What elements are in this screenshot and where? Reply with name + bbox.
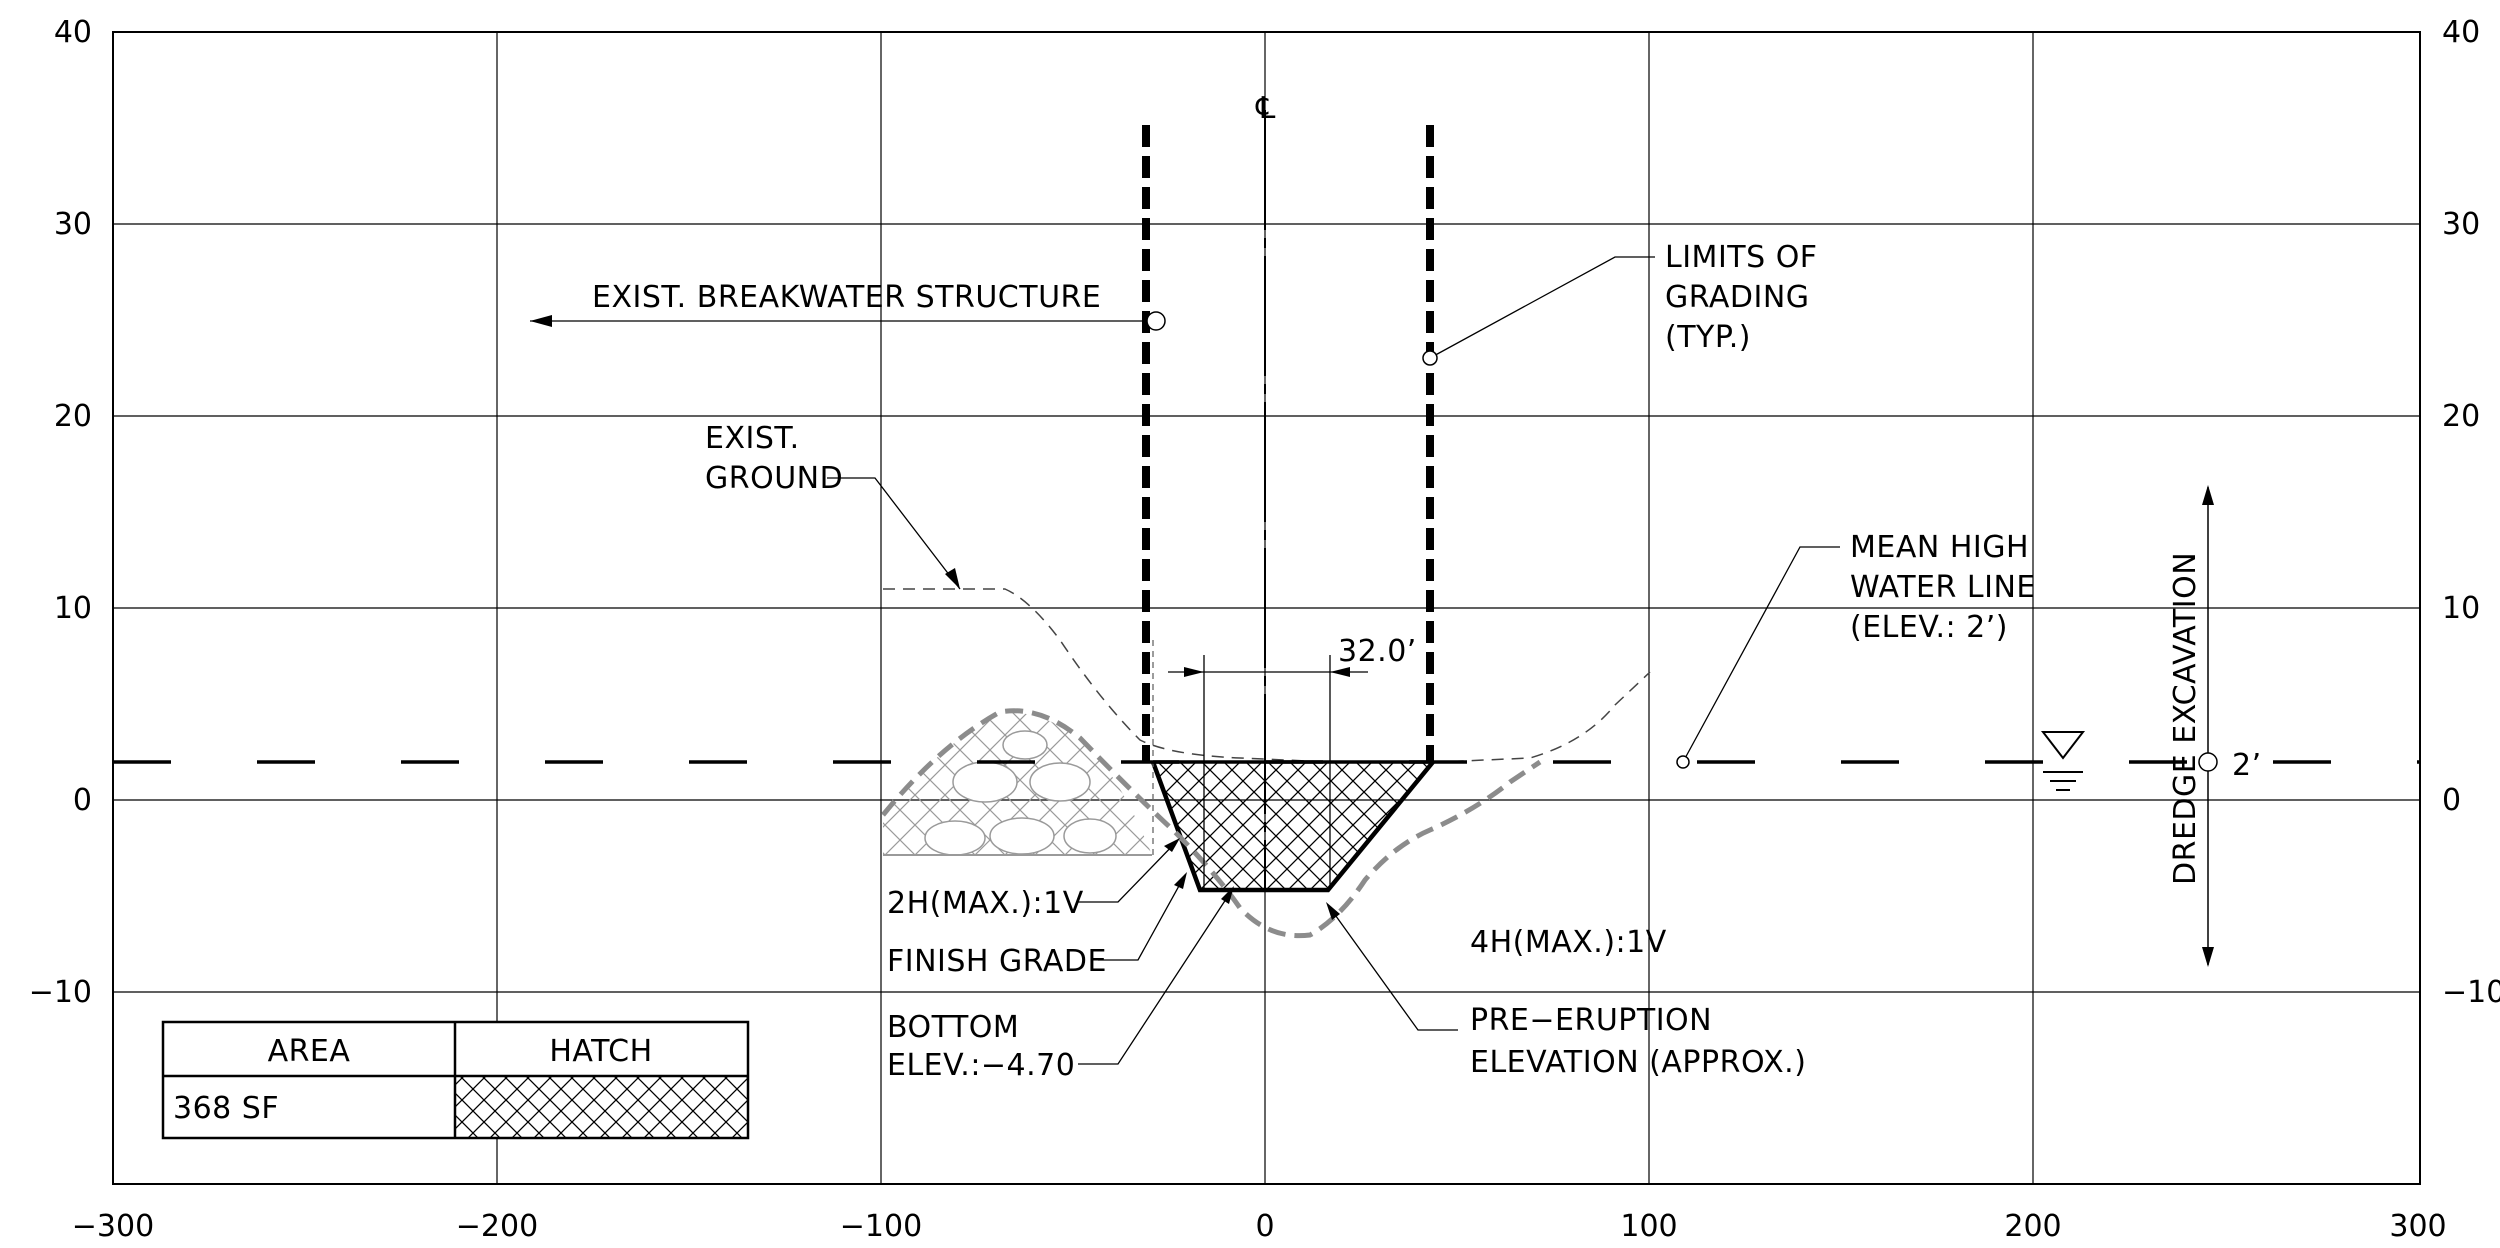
y-tick-label: 10 <box>2442 591 2480 626</box>
mhw-label-line3: (ELEV.: 2’) <box>1850 610 2008 645</box>
finish-grade-label: FINISH GRADE <box>887 944 1107 979</box>
y-tick-label: 20 <box>54 399 92 434</box>
slope-left-callout: 2H(MAX.):1V <box>887 838 1180 921</box>
y-axis-labels-right: 40 30 20 10 0 −10 <box>2442 15 2500 1010</box>
x-tick-label: −100 <box>840 1209 922 1244</box>
water-elevation-label: 2’ <box>2232 748 2262 783</box>
x-tick-label: 300 <box>2389 1209 2446 1244</box>
mhw-label-line1: MEAN HIGH <box>1850 530 2029 565</box>
y-tick-label: 40 <box>2442 15 2480 50</box>
x-tick-label: 0 <box>1255 1209 1274 1244</box>
slope-left-label: 2H(MAX.):1V <box>887 886 1084 921</box>
breakwater-label: EXIST. BREAKWATER STRUCTURE <box>592 280 1101 315</box>
pre-eruption-label-line1: PRE−ERUPTION <box>1470 1003 1712 1038</box>
limits-of-grading-callout: LIMITS OF GRADING (TYP.) <box>1422 240 1818 366</box>
existing-ground-line <box>883 588 1651 763</box>
y-tick-label: 10 <box>54 591 92 626</box>
legend-header-hatch: HATCH <box>549 1034 652 1069</box>
x-axis-labels: −300 −200 −100 0 100 200 300 <box>72 1209 2447 1244</box>
bottom-elevation-callout: BOTTOM ELEV.:−4.70 <box>887 886 1234 1083</box>
finish-grade-callout: FINISH GRADE <box>887 872 1187 979</box>
x-tick-label: 100 <box>1620 1209 1677 1244</box>
y-tick-label: 30 <box>54 207 92 242</box>
x-tick-label: −200 <box>456 1209 538 1244</box>
water-level-symbol <box>2040 731 2086 791</box>
pre-eruption-callout: PRE−ERUPTION ELEVATION (APPROX.) <box>1326 902 1806 1080</box>
y-tick-label: −10 <box>2442 975 2500 1010</box>
width-dimension-label: 32.0’ <box>1338 634 1417 669</box>
slope-right-label: 4H(MAX.):1V <box>1470 925 1667 960</box>
legend-area-value: 368 SF <box>173 1091 279 1126</box>
width-dimension: 32.0’ <box>1168 634 1417 890</box>
breakwater-callout: EXIST. BREAKWATER STRUCTURE <box>530 280 1166 331</box>
ground-label-line1: EXIST. <box>705 421 800 456</box>
dredge-label: DREDGE EXCAVATION <box>2168 552 2203 885</box>
y-tick-label: 40 <box>54 15 92 50</box>
existing-ground-callout: EXIST. GROUND <box>705 421 961 590</box>
y-tick-label: 30 <box>2442 207 2480 242</box>
y-tick-label: 0 <box>73 783 92 818</box>
x-tick-label: 200 <box>2004 1209 2061 1244</box>
mhw-label-line2: WATER LINE <box>1850 570 2036 605</box>
bottom-label-line1: BOTTOM <box>887 1010 1019 1045</box>
x-tick-label: −300 <box>72 1209 154 1244</box>
y-tick-label: 20 <box>2442 399 2480 434</box>
limits-label-line3: (TYP.) <box>1665 320 1751 355</box>
dredge-prism-hatch <box>1153 762 1433 890</box>
limits-label-line1: LIMITS OF <box>1665 240 1818 275</box>
y-tick-label: −10 <box>29 975 92 1010</box>
centerline-symbol: ℄ <box>1255 91 1276 126</box>
limits-label-line2: GRADING <box>1665 280 1810 315</box>
y-axis-labels-left: 40 30 20 10 0 −10 <box>29 15 92 1010</box>
ground-label-line2: GROUND <box>705 461 843 496</box>
bottom-label-line2: ELEV.:−4.70 <box>887 1048 1075 1083</box>
hatch-swatch <box>456 1077 747 1137</box>
pre-eruption-label-line2: ELEVATION (APPROX.) <box>1470 1045 1806 1080</box>
legend-header-area: AREA <box>268 1034 351 1069</box>
mean-high-water-callout: MEAN HIGH WATER LINE (ELEV.: 2’) <box>1676 530 2036 769</box>
grid-lines <box>113 32 2420 1184</box>
dredge-excavation-callout: DREDGE EXCAVATION 2’ <box>2168 485 2262 967</box>
area-legend-table: AREA HATCH 368 SF <box>161 1020 750 1140</box>
y-tick-label: 0 <box>2442 783 2461 818</box>
breakwater-rock-mound <box>883 711 1152 856</box>
